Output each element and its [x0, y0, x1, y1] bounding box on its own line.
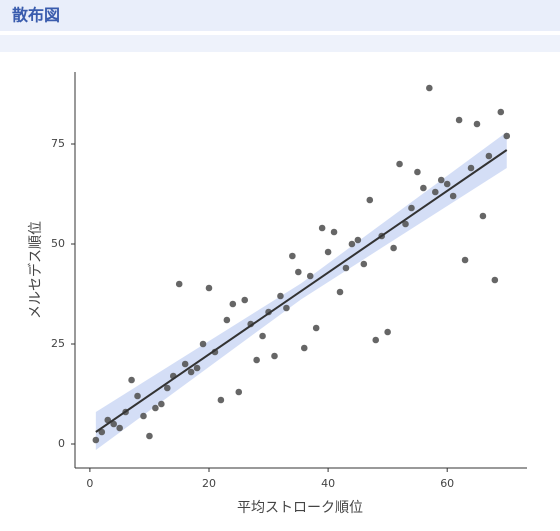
point: [372, 336, 380, 344]
point: [402, 220, 409, 228]
point: [366, 196, 374, 204]
point: [92, 436, 100, 444]
point: [283, 304, 290, 312]
point: [181, 360, 189, 368]
point: [455, 116, 463, 124]
point: [503, 132, 511, 140]
point: [312, 324, 320, 332]
point: [426, 84, 433, 92]
point: [354, 236, 362, 244]
point: [259, 332, 266, 340]
point: [443, 180, 451, 188]
point: [306, 272, 314, 280]
y-tick-label: 0: [58, 437, 65, 450]
point: [467, 164, 475, 172]
point: [324, 248, 332, 256]
x-tick-label: 0: [86, 477, 93, 490]
point: [229, 300, 237, 308]
point: [485, 152, 493, 160]
point: [497, 108, 505, 116]
header-band: [0, 0, 560, 31]
point: [420, 184, 427, 192]
point: [205, 284, 213, 292]
point: [414, 168, 421, 176]
point: [473, 120, 481, 128]
point: [235, 388, 243, 396]
point: [158, 400, 165, 408]
point: [342, 264, 350, 272]
point: [116, 424, 123, 432]
point: [449, 192, 457, 200]
point: [330, 228, 338, 236]
point: [193, 364, 201, 372]
toolbar-band: [0, 35, 560, 52]
point: [336, 288, 344, 296]
point: [437, 176, 445, 184]
point: [408, 204, 415, 212]
point: [217, 396, 225, 404]
x-tick-label: 60: [440, 477, 454, 490]
point: [175, 280, 183, 288]
point: [289, 252, 296, 260]
point: [253, 356, 260, 364]
point: [152, 404, 159, 412]
point: [146, 432, 153, 440]
point: [300, 344, 308, 352]
y-axis-title: メルセデス順位: [27, 221, 44, 319]
point: [110, 420, 118, 428]
point: [384, 328, 391, 336]
trend-line: [95, 149, 508, 433]
point: [461, 256, 469, 264]
point: [140, 412, 147, 420]
y-tick-label: 75: [51, 137, 65, 150]
point: [134, 392, 141, 400]
point: [241, 296, 249, 304]
point: [390, 244, 397, 252]
point: [360, 260, 368, 268]
page-title: 散布図: [12, 6, 60, 25]
point: [396, 160, 403, 168]
point: [128, 376, 135, 384]
y-tick-label: 25: [51, 337, 65, 350]
y-tick-label: 50: [51, 237, 65, 250]
point: [348, 240, 356, 248]
x-axis-title: 平均ストローク順位: [237, 500, 363, 516]
point: [187, 368, 195, 376]
point: [491, 276, 499, 284]
x-tick-label: 40: [321, 477, 335, 490]
point: [479, 212, 487, 220]
point: [318, 224, 326, 232]
point: [271, 352, 278, 360]
point: [199, 340, 207, 348]
point: [277, 292, 284, 300]
x-tick-label: 20: [202, 477, 216, 490]
point: [223, 316, 231, 324]
point: [431, 188, 439, 196]
point: [295, 268, 302, 276]
point: [164, 384, 171, 392]
point: [98, 428, 106, 436]
